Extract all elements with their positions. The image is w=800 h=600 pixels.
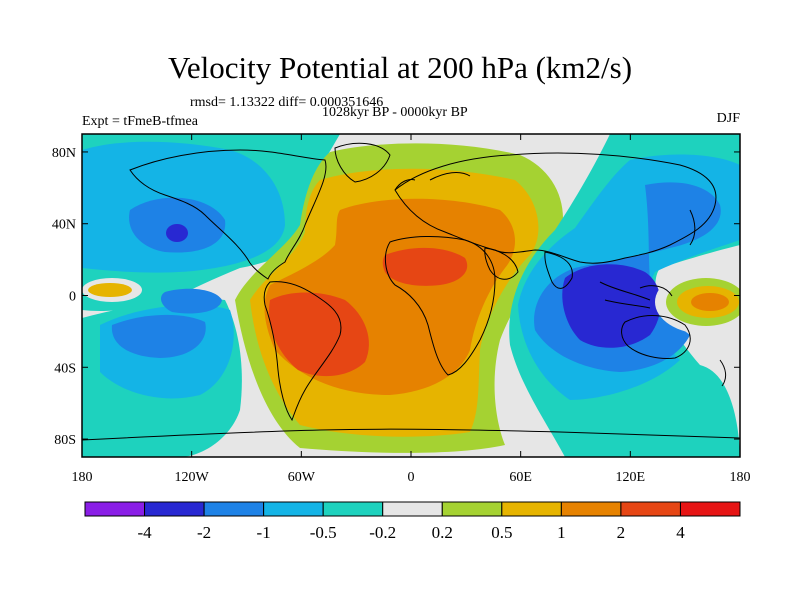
colorbar-swatch xyxy=(441,501,503,517)
lat-tick-label: 80N xyxy=(52,146,76,161)
longitude-axis: 180 120W 60W 0 60E 120E 180 xyxy=(72,134,751,485)
colorbar-label: -4 xyxy=(137,523,152,542)
lon-tick-label: 120E xyxy=(616,470,646,485)
period-label: 1028kyr BP - 0000kyr BP xyxy=(322,105,468,120)
coastline-greenland xyxy=(334,142,391,183)
stats-line: rmsd= 1.13322 diff= 0.000351646 xyxy=(190,95,384,110)
latitude-axis: 80N 40N 0 40S 80S xyxy=(52,146,740,448)
coastline-india xyxy=(544,251,573,289)
colorbar-swatch xyxy=(501,501,562,517)
lat-tick-label: 80S xyxy=(54,433,76,448)
contour-pacific-blue-south xyxy=(111,314,206,358)
lon-tick-label: 180 xyxy=(730,470,751,485)
colorbar-label: 0.2 xyxy=(432,523,453,542)
colorbar-swatch xyxy=(203,501,265,517)
contour-africa-red-orange xyxy=(382,247,468,286)
contour-pacific-blue-equator xyxy=(160,288,222,314)
lon-tick-label: 0 xyxy=(408,470,415,485)
colorbar-swatch xyxy=(144,501,205,517)
lon-tick-label: 60W xyxy=(288,470,316,485)
colorbar: -4 -2 -1 -0.5 -0.2 0.2 0.5 1 2 4 xyxy=(84,501,741,542)
colorbar-label: 1 xyxy=(557,523,566,542)
coastline-australia xyxy=(621,315,691,359)
colorbar-label: 0.5 xyxy=(491,523,512,542)
chart-title: Velocity Potential at 200 hPa (km2/s) xyxy=(167,50,633,85)
contour-pacific-dark-blue xyxy=(166,224,188,242)
colorbar-swatch xyxy=(679,501,741,517)
colorbar-label: -2 xyxy=(197,523,211,542)
colorbar-swatch xyxy=(263,501,324,517)
colorbar-swatch xyxy=(620,501,681,517)
colorbar-label: 4 xyxy=(676,523,685,542)
coastline-arabia xyxy=(484,247,519,280)
lat-tick-label: 40N xyxy=(52,218,76,233)
coastline-maritime-continent xyxy=(599,281,673,309)
coastline-africa xyxy=(384,235,496,376)
colorbar-swatch xyxy=(382,501,443,517)
colorbar-swatch xyxy=(84,501,146,517)
colorbar-label: 2 xyxy=(617,523,626,542)
colorbar-label: -1 xyxy=(257,523,271,542)
coastline-south-america xyxy=(263,281,342,422)
experiment-label: Expt = tFmeB-tfmea xyxy=(82,114,198,129)
coastline-new-zealand xyxy=(719,359,727,387)
contour-south-america-red-orange xyxy=(269,292,369,377)
coastline-japan xyxy=(689,209,696,246)
coastline-north-america xyxy=(129,149,327,280)
filled-contours xyxy=(82,134,740,457)
colorbar-swatch xyxy=(560,501,622,517)
season-label: DJF xyxy=(716,111,740,126)
contour-west-pacific-orange xyxy=(691,293,729,311)
colorbar-label: -0.5 xyxy=(310,523,337,542)
colorbar-swatch xyxy=(322,501,384,517)
lon-tick-label: 60E xyxy=(509,470,532,485)
coastline-antarctica xyxy=(82,428,740,441)
lon-tick-label: 120W xyxy=(175,470,210,485)
coastlines xyxy=(82,142,740,441)
colorbar-label: -0.2 xyxy=(369,523,396,542)
lat-tick-label: 0 xyxy=(69,290,76,305)
lon-tick-label: 180 xyxy=(72,470,93,485)
lat-tick-label: 40S xyxy=(54,361,76,376)
coastline-europe-islands xyxy=(394,172,471,191)
contour-east-pacific-yellow xyxy=(88,283,132,297)
contour-indian-dark-blue xyxy=(562,264,661,348)
